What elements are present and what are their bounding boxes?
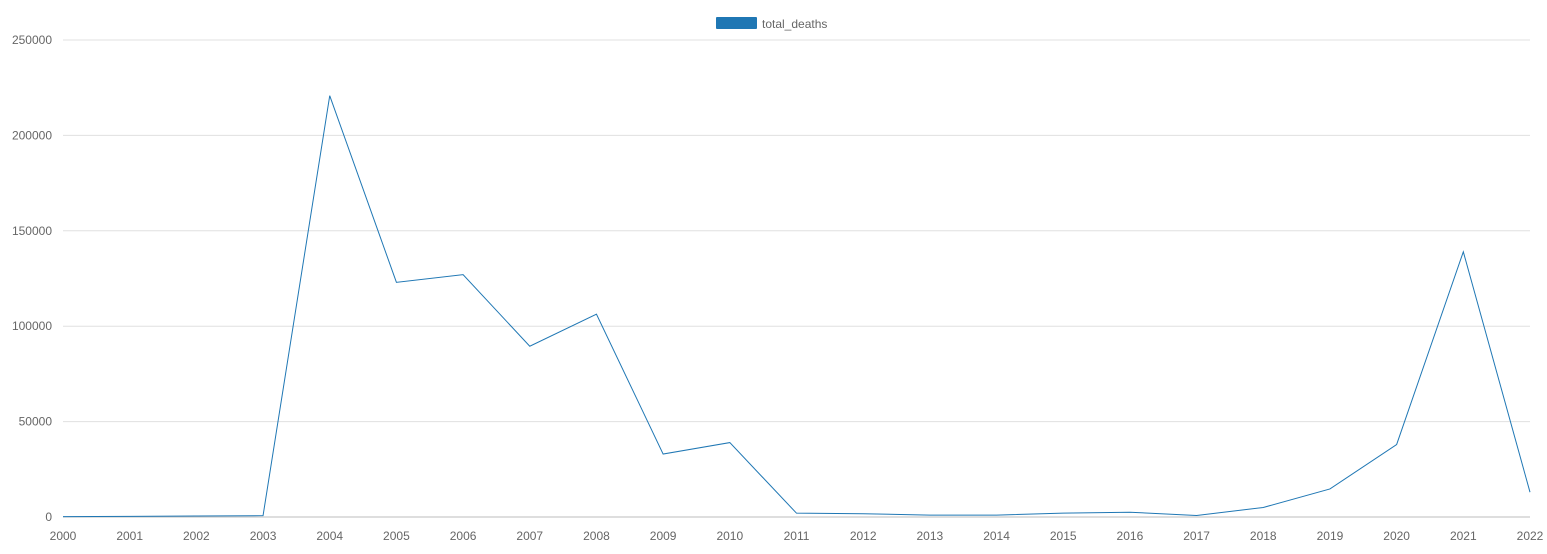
data-point[interactable]	[1394, 441, 1400, 447]
y-tick-label: 100000	[12, 319, 52, 333]
data-point[interactable]	[1260, 504, 1266, 510]
y-tick-label: 200000	[12, 128, 52, 142]
x-tick-label: 2016	[1117, 529, 1144, 543]
x-tick-label: 2008	[583, 529, 610, 543]
legend[interactable]: total_deaths	[716, 17, 827, 31]
x-tick-label: 2019	[1317, 529, 1344, 543]
y-tick-label: 250000	[12, 33, 52, 47]
data-point[interactable]	[1527, 489, 1533, 495]
data-point[interactable]	[794, 510, 800, 516]
y-tick-label: 50000	[19, 415, 53, 429]
data-point[interactable]	[994, 512, 1000, 518]
gridlines	[63, 39, 1530, 518]
data-point[interactable]	[1194, 512, 1200, 518]
data-point[interactable]	[260, 513, 266, 519]
series-total-deaths	[60, 93, 1533, 520]
x-tick-label: 2002	[183, 529, 210, 543]
x-tick-label: 2012	[850, 529, 877, 543]
x-tick-label: 2018	[1250, 529, 1277, 543]
x-tick-label: 2011	[784, 529, 810, 543]
x-tick-label: 2014	[983, 529, 1010, 543]
data-point[interactable]	[860, 511, 866, 517]
data-point[interactable]	[60, 514, 66, 520]
data-point[interactable]	[527, 343, 533, 349]
y-tick-label: 0	[45, 510, 52, 524]
x-tick-label: 2004	[316, 529, 343, 543]
legend-label-total-deaths: total_deaths	[762, 17, 827, 31]
data-point[interactable]	[593, 311, 599, 317]
x-tick-label: 2010	[716, 529, 743, 543]
legend-swatch-total-deaths	[716, 17, 757, 29]
data-point[interactable]	[193, 513, 199, 519]
x-tick-label: 2021	[1450, 529, 1477, 543]
data-point[interactable]	[727, 440, 733, 446]
x-tick-label: 2006	[450, 529, 477, 543]
x-tick-label: 2000	[50, 529, 77, 543]
data-point[interactable]	[660, 451, 666, 457]
x-tick-label: 2017	[1183, 529, 1210, 543]
data-point[interactable]	[127, 513, 133, 519]
x-axis-tick-labels: 2000 2001 2002 2003 2004 2005 2006 2007 2008 2009…	[50, 529, 1544, 543]
x-tick-label: 2022	[1517, 529, 1544, 543]
data-point[interactable]	[1060, 510, 1066, 516]
y-tick-label: 150000	[12, 224, 52, 238]
x-tick-label: 2005	[383, 529, 410, 543]
series-line-total-deaths	[62, 95, 1531, 518]
y-axis-tick-labels: 0 50000 100000 150000 200000 250000	[12, 33, 52, 524]
x-tick-label: 2007	[516, 529, 543, 543]
data-point[interactable]	[1460, 249, 1466, 255]
data-point[interactable]	[1327, 486, 1333, 492]
data-point[interactable]	[1127, 509, 1133, 515]
x-tick-label: 2009	[650, 529, 677, 543]
data-point[interactable]	[327, 93, 333, 99]
data-point[interactable]	[927, 512, 933, 518]
x-tick-label: 2001	[116, 529, 143, 543]
data-point[interactable]	[460, 272, 466, 278]
data-point[interactable]	[393, 279, 399, 285]
x-tick-label: 2015	[1050, 529, 1077, 543]
x-tick-label: 2003	[250, 529, 277, 543]
x-tick-label: 2020	[1383, 529, 1410, 543]
x-tick-label: 2013	[917, 529, 944, 543]
